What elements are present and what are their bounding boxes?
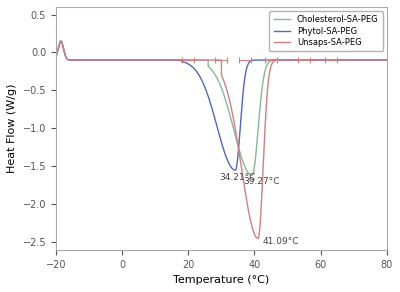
Phytol-SA-PEG	[301, 58, 306, 62]
Unsaps-SA-PEG	[58, 39, 63, 43]
X-axis label: Temperature (°C): Temperature (°C)	[173, 275, 270, 285]
Phytol-SA-PEG	[384, 58, 389, 62]
Unsaps-SA-PEG	[252, 232, 257, 236]
Unsaps-SA-PEG	[269, 64, 274, 67]
Phytol-SA-PEG	[54, 55, 58, 58]
Legend: Cholesterol-SA-PEG, Phytol-SA-PEG, Unsaps-SA-PEG: Cholesterol-SA-PEG, Phytol-SA-PEG, Unsap…	[270, 11, 383, 51]
Y-axis label: Heat Flow (W/g): Heat Flow (W/g)	[7, 84, 17, 173]
Unsaps-SA-PEG	[54, 55, 58, 58]
Phytol-SA-PEG	[252, 58, 257, 62]
Phytol-SA-PEG	[233, 168, 238, 172]
Phytol-SA-PEG	[269, 58, 274, 62]
Cholesterol-SA-PEG	[250, 174, 254, 177]
Cholesterol-SA-PEG	[252, 164, 257, 168]
Phytol-SA-PEG	[58, 39, 63, 43]
Phytol-SA-PEG	[114, 58, 118, 62]
Cholesterol-SA-PEG	[180, 58, 185, 62]
Cholesterol-SA-PEG	[301, 58, 306, 62]
Cholesterol-SA-PEG	[58, 39, 63, 43]
Text: 34.21°C: 34.21°C	[220, 173, 256, 182]
Cholesterol-SA-PEG	[269, 59, 274, 62]
Text: 39.27°C: 39.27°C	[243, 177, 280, 186]
Cholesterol-SA-PEG	[384, 58, 389, 62]
Cholesterol-SA-PEG	[326, 58, 330, 62]
Line: Unsaps-SA-PEG: Unsaps-SA-PEG	[56, 41, 387, 238]
Phytol-SA-PEG	[180, 60, 185, 63]
Unsaps-SA-PEG	[301, 58, 306, 62]
Unsaps-SA-PEG	[384, 58, 389, 62]
Unsaps-SA-PEG	[256, 237, 260, 240]
Line: Cholesterol-SA-PEG: Cholesterol-SA-PEG	[56, 41, 387, 175]
Cholesterol-SA-PEG	[54, 55, 58, 58]
Text: 41.09°C: 41.09°C	[263, 237, 299, 246]
Line: Phytol-SA-PEG: Phytol-SA-PEG	[56, 41, 387, 170]
Unsaps-SA-PEG	[114, 58, 118, 62]
Phytol-SA-PEG	[326, 58, 330, 62]
Unsaps-SA-PEG	[326, 58, 330, 62]
Cholesterol-SA-PEG	[114, 58, 118, 62]
Unsaps-SA-PEG	[180, 58, 185, 62]
